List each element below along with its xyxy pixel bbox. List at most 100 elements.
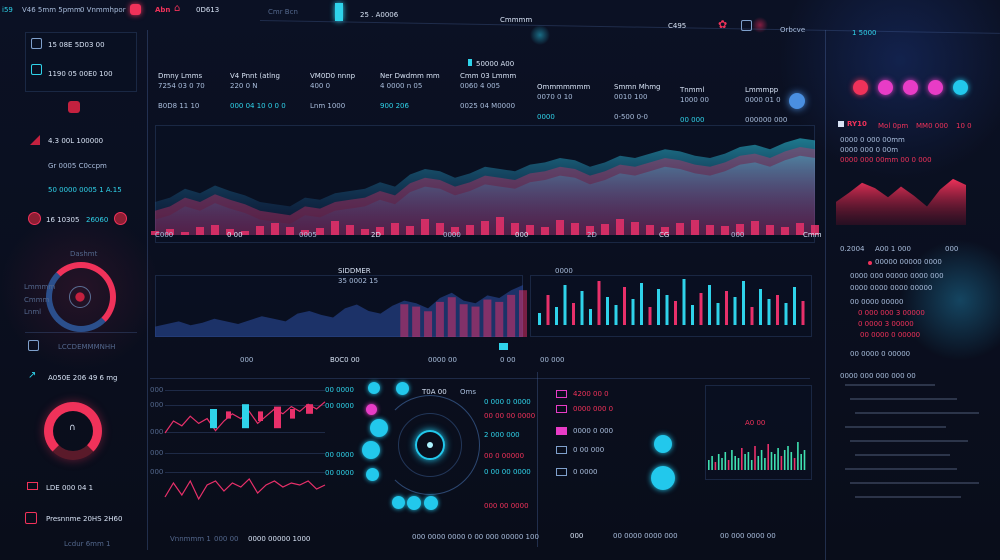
right-header: 10 0 <box>956 122 972 130</box>
toolbar-item[interactable]: 000 <box>240 356 254 364</box>
topbar-item[interactable]: Orbcve <box>780 26 806 34</box>
alert-icon[interactable] <box>130 4 141 15</box>
sidebar-row[interactable]: 26060 <box>86 216 109 224</box>
topbar-item: 25 . A0006 <box>360 11 399 19</box>
bar <box>563 285 567 325</box>
radar-dot <box>407 496 421 510</box>
bar <box>546 295 550 325</box>
toolbar-toggle[interactable] <box>499 343 508 350</box>
device-icon[interactable] <box>741 20 752 31</box>
bar <box>483 299 492 337</box>
metric-sub: 000000 000 <box>745 116 788 124</box>
bar <box>750 307 754 325</box>
sidebar-row[interactable]: LDE 000 04 1 <box>46 484 94 492</box>
radar-core-dot <box>427 442 433 448</box>
volume-bar <box>496 217 504 235</box>
mid-left-title: SIDDMER <box>338 267 371 275</box>
volume-bar <box>631 222 639 235</box>
sidebar-row[interactable]: Gr 0005 C0ccpm <box>48 162 107 170</box>
bar <box>459 304 468 337</box>
download-icon <box>31 64 42 75</box>
metric-title: Smmn Mhmg <box>614 83 661 91</box>
volume-bar <box>811 225 819 235</box>
x-tick-label: CG <box>659 231 670 239</box>
sidebar-row[interactable]: 15 08E 5D03 00 <box>48 41 105 49</box>
stat-text: 00 0000 0 00000 <box>850 350 911 358</box>
right-row: 0000 000 00mm 00 0 000 <box>840 156 932 164</box>
stat-text: A00 1 000 <box>875 245 911 253</box>
tab-indicator <box>468 59 472 66</box>
grid-line <box>165 432 325 433</box>
bar <box>750 460 753 470</box>
toolbar-item[interactable]: B0C0 00 <box>330 356 360 364</box>
metric-sub: B0D8 11 10 <box>158 102 200 110</box>
gauge-center-icon: ∩ <box>69 423 76 433</box>
x-tick-label: 0000 <box>443 231 461 239</box>
grid-line <box>165 390 325 391</box>
metric-value: 0060 4 005 <box>460 82 501 90</box>
bar <box>657 289 660 325</box>
volume-bar <box>691 220 699 235</box>
sidebar-row[interactable]: 16 10305 <box>46 216 80 224</box>
volume-bar <box>346 225 354 235</box>
bar <box>606 297 609 325</box>
toolbar-item[interactable]: 00 000 <box>540 356 565 364</box>
sidebar-row[interactable]: Lcdur 6mm 1 <box>64 540 111 548</box>
radar-dot <box>396 382 409 395</box>
bar <box>721 458 723 470</box>
bottom-right-footer: 000 <box>570 532 584 540</box>
bar <box>519 290 527 337</box>
bar <box>803 450 806 470</box>
sidebar-label: Cmmm <box>24 296 50 304</box>
candle <box>210 409 217 429</box>
volume-bar <box>361 229 369 235</box>
metric-title: Cmm 03 Lmmm <box>460 72 517 80</box>
bar <box>797 442 799 470</box>
toolbar-item[interactable]: 0 00 <box>500 356 516 364</box>
axis-label: 000 <box>150 401 164 409</box>
bottom-right-footer: 00 0000 0000 000 <box>613 532 678 540</box>
donut-gauge <box>46 262 116 332</box>
bar <box>424 311 433 337</box>
home-icon[interactable]: ⌂ <box>174 3 181 14</box>
sidebar-label: LCCDEMMMNHH <box>58 343 116 351</box>
volume-bar <box>751 221 759 235</box>
bar <box>759 289 762 325</box>
sidebar-row[interactable]: 1190 05 00E0 100 <box>48 70 113 78</box>
topbar-item[interactable]: V46 5mm 5pmm <box>22 6 81 14</box>
metric-title: Dmny Lmms <box>158 72 203 80</box>
bar <box>764 458 766 470</box>
right-header: Mol 0pm <box>878 122 909 130</box>
bar <box>716 303 720 325</box>
radar-label: Oms <box>460 388 476 396</box>
topbar-item[interactable]: Abn <box>155 6 171 14</box>
sidebar-row[interactable]: 50 0000 0005 1 A.15 <box>48 186 122 194</box>
settings-icon <box>25 512 37 524</box>
sidebar-row[interactable]: Presnnme 20HS 2H60 <box>46 515 123 523</box>
legend-swatch <box>556 390 567 398</box>
sidebar-row[interactable]: 4.3 00L 100000 <box>48 137 104 145</box>
text-line-placeholder <box>850 440 968 442</box>
metric-sub: 900 206 <box>380 102 409 110</box>
axis-label: 000 <box>150 468 164 476</box>
mid-left-chart <box>155 285 527 337</box>
brain-icon[interactable]: ✿ <box>718 18 728 31</box>
text-line-placeholder <box>855 496 961 498</box>
bar <box>741 448 743 470</box>
status-dot <box>853 80 868 95</box>
bar <box>495 301 504 337</box>
volume-bar <box>391 223 399 235</box>
legend-swatch <box>556 446 567 454</box>
bar <box>640 283 643 325</box>
toolbar-item[interactable]: 0000 00 <box>428 356 457 364</box>
bar <box>767 299 771 325</box>
metric-value: 1000 00 <box>680 96 709 104</box>
metric-value: 0070 0 10 <box>537 93 573 101</box>
metric-sub: 000 04 10 0 0 0 <box>230 102 286 110</box>
sidebar-row[interactable]: A050E 206 49 6 mg <box>48 374 118 382</box>
right-title: RY10 <box>847 120 867 128</box>
volume-bar <box>196 227 204 235</box>
topbar-item[interactable]: 0 Vnmmhpor <box>80 6 126 14</box>
header-tab[interactable]: 50000 A00 <box>476 60 515 68</box>
clock-icon <box>31 38 42 49</box>
